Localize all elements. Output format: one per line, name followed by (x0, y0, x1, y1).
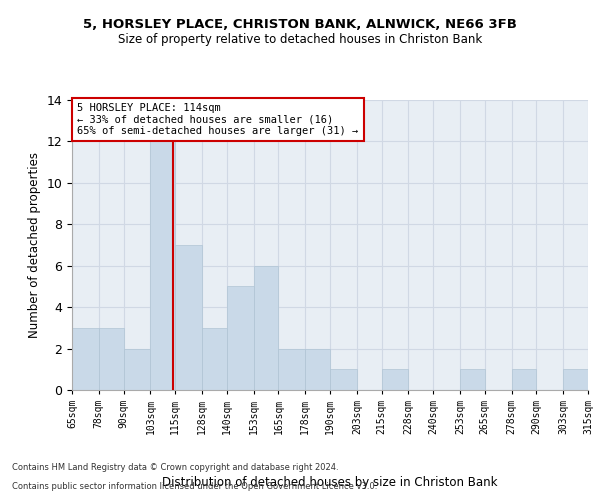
Bar (151, 142, 175, 390)
Bar (460, 370, 485, 390)
Bar (175, 245, 202, 390)
Bar (563, 370, 588, 390)
Text: Contains public sector information licensed under the Open Government Licence v3: Contains public sector information licen… (12, 482, 377, 491)
Bar (305, 348, 330, 390)
Text: 5, HORSLEY PLACE, CHRISTON BANK, ALNWICK, NE66 3FB: 5, HORSLEY PLACE, CHRISTON BANK, ALNWICK… (83, 18, 517, 30)
Bar (330, 370, 357, 390)
Bar (512, 370, 536, 390)
Bar (227, 286, 254, 390)
Bar (72, 328, 99, 390)
Bar (254, 266, 278, 390)
Y-axis label: Number of detached properties: Number of detached properties (28, 152, 41, 338)
Text: Contains HM Land Registry data © Crown copyright and database right 2024.: Contains HM Land Registry data © Crown c… (12, 464, 338, 472)
Bar (202, 328, 227, 390)
Bar (99, 328, 124, 390)
Bar (382, 370, 409, 390)
Text: 5 HORSLEY PLACE: 114sqm
← 33% of detached houses are smaller (16)
65% of semi-de: 5 HORSLEY PLACE: 114sqm ← 33% of detache… (77, 103, 358, 136)
X-axis label: Distribution of detached houses by size in Christon Bank: Distribution of detached houses by size … (162, 476, 498, 489)
Bar (124, 348, 151, 390)
Bar (278, 348, 305, 390)
Text: Size of property relative to detached houses in Christon Bank: Size of property relative to detached ho… (118, 32, 482, 46)
